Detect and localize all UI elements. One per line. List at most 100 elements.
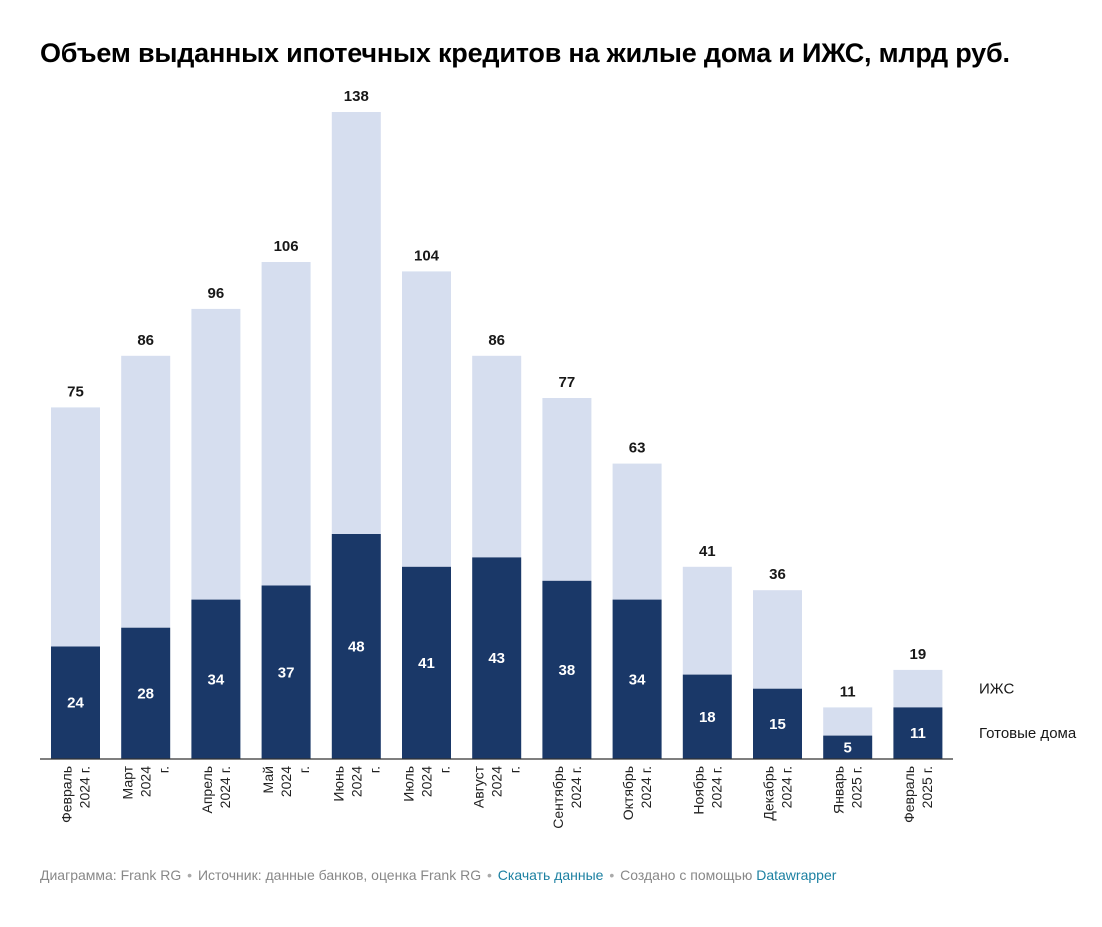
chart-title: Объем выданных ипотечных кредитов на жил…: [40, 38, 1010, 68]
category-label: Октябрь 2024 г.: [620, 766, 654, 820]
category-label-line: 2024 г.: [779, 766, 795, 808]
category-label-line: Май: [260, 766, 276, 793]
category-label: Август 2024 г.: [471, 765, 523, 808]
category-label: Февраль 2024 г.: [59, 766, 93, 823]
bar-segment-ready-houses: [261, 585, 311, 759]
bar-segment-izhs: [893, 669, 943, 708]
bar-total-label: 106: [274, 238, 299, 255]
category-label-line: Сентябрь: [550, 766, 566, 829]
category-label: Июль 2024 г.: [401, 766, 453, 802]
category-label: Январь 2025 г.: [831, 766, 865, 814]
category-label-line: г.: [156, 766, 172, 773]
bar-total-label: 75: [67, 383, 84, 400]
bar-total-label: 104: [414, 247, 440, 264]
category-label: Декабрь 2024 г.: [761, 766, 795, 821]
bar-segment-ready-houses: [472, 557, 522, 759]
bar-segment-izhs: [682, 566, 732, 675]
bar-value-label: 28: [137, 685, 154, 702]
bar-segment-ready-houses: [542, 580, 592, 759]
bar-segment-izhs: [261, 262, 311, 586]
bar-segment-izhs: [612, 463, 662, 600]
footer-separator: •: [487, 867, 492, 883]
category-label-line: Январь: [831, 766, 847, 814]
bar-total-label: 86: [488, 332, 505, 349]
bar-total-label: 36: [769, 566, 786, 583]
footer-separator: •: [187, 867, 193, 883]
category-label-line: Июль: [401, 766, 417, 802]
category-label: Февраль 2025 г.: [901, 766, 935, 823]
category-label: Сентябрь 2024 г.: [550, 766, 584, 829]
category-label-line: Ноябрь: [690, 766, 706, 815]
bar-value-label: 11: [910, 725, 926, 742]
category-label-line: 2024 г.: [638, 766, 654, 808]
bar-segment-ready-houses: [823, 735, 873, 759]
category-label: Июнь 2024 г.: [330, 766, 382, 802]
datawrapper-link[interactable]: Datawrapper: [756, 867, 837, 883]
category-label-line: 2025 г.: [849, 766, 865, 808]
bar-total-label: 41: [699, 543, 716, 560]
category-label-line: 2024 г.: [568, 766, 584, 808]
bar-segment-izhs: [402, 271, 451, 567]
category-label-line: 2024 г.: [77, 766, 93, 808]
category-label-line: 2024: [138, 766, 154, 797]
category-label-line: Август: [471, 765, 487, 808]
category-label: Март 2024 г.: [120, 765, 172, 799]
bar-value-label: 43: [488, 650, 505, 667]
category-label-line: Декабрь: [761, 766, 777, 821]
chart-credit: Диаграмма: Frank RG: [40, 867, 182, 883]
bar-segment-izhs: [472, 355, 522, 558]
bar-segment-ready-houses: [402, 566, 451, 759]
category-label-line: Февраль: [901, 766, 917, 823]
bar-value-label: 5: [844, 739, 852, 756]
bar-segment-ready-houses: [331, 534, 381, 759]
bar-segment-ready-houses: [121, 627, 171, 759]
bar-value-label: 15: [769, 716, 786, 733]
bar-value-label: 24: [67, 695, 84, 712]
bar-segment-ready-houses: [893, 707, 943, 759]
bar-total-label: 86: [137, 332, 154, 349]
bar-value-label: 34: [629, 671, 646, 688]
category-label-line: Апрель: [199, 766, 215, 814]
bar-segment-izhs: [191, 308, 241, 600]
category-label-line: г.: [296, 766, 312, 773]
category-label-line: 2024: [419, 766, 435, 797]
bar-segment-izhs: [823, 707, 873, 736]
bar-value-label: 48: [348, 639, 365, 656]
bar-value-label: 38: [559, 662, 576, 679]
chart-footer: Диаграмма: Frank RG • Источник: данные б…: [40, 867, 836, 883]
category-label: Ноябрь 2024 г.: [690, 766, 724, 815]
category-label-line: Февраль: [59, 766, 75, 823]
bar-total-label: 11: [840, 683, 856, 700]
bar-segment-izhs: [51, 407, 100, 647]
category-label: Апрель 2024 г.: [199, 766, 233, 814]
category-label-line: 2024 г.: [217, 766, 233, 808]
bar-segment-izhs: [753, 590, 802, 689]
category-label-line: 2024: [348, 766, 364, 797]
category-label-line: г.: [366, 766, 382, 773]
category-label-line: 2025 г.: [919, 766, 935, 808]
bar-segment-izhs: [121, 355, 171, 628]
bar-total-label: 138: [344, 88, 369, 105]
category-label-line: Июнь: [330, 766, 346, 802]
bar-total-label: 19: [910, 646, 927, 663]
download-data-link[interactable]: Скачать данные: [497, 867, 604, 883]
category-label-line: г.: [507, 766, 523, 773]
bar-value-label: 41: [418, 655, 435, 672]
category-label-line: Октябрь: [620, 766, 636, 820]
bar-segment-ready-houses: [753, 688, 802, 759]
bar-total-label: 63: [629, 440, 646, 457]
made-with-text: Создано с помощью: [620, 867, 753, 883]
bar-total-label: 77: [559, 374, 576, 391]
bar-value-label: 18: [699, 709, 716, 726]
chart-source: Источник: данные банков, оценка Frank RG: [197, 867, 482, 883]
legend-label-izhs: ИЖС: [979, 681, 1014, 698]
bar-segment-ready-houses: [51, 646, 100, 759]
bar-segment-ready-houses: [191, 599, 241, 759]
category-label-line: 2024: [278, 766, 294, 797]
legend-label-ready-houses: Готовые дома: [979, 725, 1077, 742]
bar-segment-ready-houses: [682, 674, 732, 759]
bar-segment-izhs: [542, 398, 592, 581]
category-label: Май 2024 г.: [260, 766, 312, 797]
bar-value-label: 34: [208, 671, 225, 688]
